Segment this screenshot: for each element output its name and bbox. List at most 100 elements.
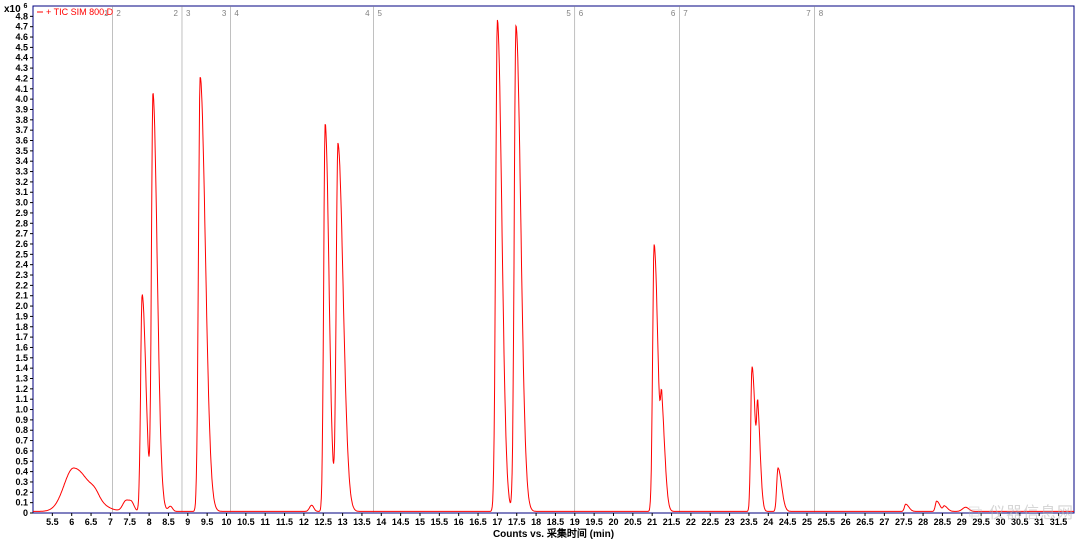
y-tick-label: 1.6 [15,342,28,352]
x-tick-label: 8.5 [162,517,175,527]
y-tick-label: 1.0 [15,405,28,415]
x-tick-label: 22.5 [701,517,719,527]
legend-label: + TIC SIM 800.D [46,7,114,17]
y-tick-label: 1.8 [15,322,28,332]
x-tick-label: 23 [725,517,735,527]
x-tick-label: 30 [995,517,1005,527]
plot-border [33,6,1074,513]
y-tick-label: 1.5 [15,353,28,363]
x-tick-label: 7.5 [123,517,136,527]
x-tick-label: 11 [260,517,270,527]
x-tick-label: 10 [221,517,231,527]
x-tick-label: 13.5 [353,517,371,527]
x-tick-label: 5.5 [46,517,59,527]
y-tick-label: 4.6 [15,32,28,42]
y-tick-label: 0.3 [15,477,28,487]
y-tick-label: 2.9 [15,208,28,218]
y-tick-label: 3.9 [15,104,28,114]
segment-label-left: 7 [806,9,811,18]
y-tick-label: 3.4 [15,156,28,166]
x-tick-label: 21.5 [663,517,681,527]
y-tick-label: 2.7 [15,229,28,239]
x-tick-label: 29.5 [972,517,990,527]
y-tick-label: 4.3 [15,63,28,73]
y-tick-label: 1.3 [15,373,28,383]
x-tick-label: 12 [299,517,309,527]
x-tick-label: 14 [376,517,386,527]
x-tick-label: 29 [957,517,967,527]
chromatogram-chart: 00.10.20.30.40.50.60.70.80.91.01.11.21.3… [0,0,1080,539]
x-tick-label: 25 [802,517,812,527]
y-tick-label: 1.9 [15,311,28,321]
y-tick-label: 0.9 [15,415,28,425]
y-tick-label: 4.4 [15,53,28,63]
y-tick-label: 2.0 [15,301,28,311]
y-tick-label: 2.6 [15,239,28,249]
y-tick-label: 2.1 [15,291,28,301]
y-tick-label: 3.1 [15,187,28,197]
x-tick-label: 30.5 [1011,517,1029,527]
x-tick-label: 31 [1034,517,1044,527]
y-tick-label: 0.1 [15,498,28,508]
y-tick-label: 2.8 [15,218,28,228]
x-tick-label: 18.5 [547,517,565,527]
segment-label-right: 2 [116,9,121,18]
segment-label-left: 3 [222,9,227,18]
y-tick-label: 4.1 [15,84,28,94]
x-tick-label: 28 [918,517,928,527]
y-tick-label: 0.2 [15,487,28,497]
y-tick-label: 4.5 [15,42,28,52]
segment-label-right: 7 [683,9,688,18]
y-tick-label: 0.8 [15,425,28,435]
x-tick-label: 15 [415,517,425,527]
x-tick-label: 14.5 [392,517,410,527]
x-tick-label: 20 [608,517,618,527]
y-tick-label: 3.3 [15,167,28,177]
y-tick-label: 1.2 [15,384,28,394]
x-tick-label: 9 [185,517,190,527]
x-tick-label: 12.5 [314,517,332,527]
x-tick-label: 26.5 [856,517,874,527]
y-tick-label: 4.7 [15,22,28,32]
x-tick-label: 8 [147,517,152,527]
x-tick-label: 11.5 [276,517,293,527]
y-tick-label: 2.4 [15,260,28,270]
x-tick-label: 24 [763,517,773,527]
x-tick-label: 18 [531,517,541,527]
y-tick-label: 0.4 [15,467,28,477]
y-tick-label: 2.5 [15,249,28,259]
x-tick-label: 17.5 [508,517,526,527]
segment-label-left: 6 [671,9,676,18]
x-tick-label: 26 [841,517,851,527]
x-tick-label: 22 [686,517,696,527]
x-tick-label: 13 [338,517,348,527]
y-tick-label: 3.2 [15,177,28,187]
x-tick-label: 10.5 [237,517,255,527]
y-tick-label: 3.5 [15,146,28,156]
y-tick-label: 2.2 [15,280,28,290]
segment-label-right: 8 [819,9,824,18]
x-tick-label: 17 [492,517,502,527]
y-tick-label: 1.4 [15,363,28,373]
x-tick-label: 19.5 [585,517,603,527]
segment-label-right: 6 [579,9,584,18]
segment-label-left: 2 [174,9,179,18]
x-tick-label: 21 [647,517,657,527]
y-tick-label: 0 [23,508,28,518]
x-tick-label: 20.5 [624,517,642,527]
y-tick-label: 3.0 [15,198,28,208]
x-tick-label: 23.5 [740,517,758,527]
y-tick-label: 0.6 [15,446,28,456]
segment-label-left: 5 [566,9,571,18]
x-tick-label: 6.5 [85,517,98,527]
segment-label-left: 4 [365,9,370,18]
x-tick-label: 16 [454,517,464,527]
y-tick-label: 2.3 [15,270,28,280]
y-tick-label: 4.0 [15,94,28,104]
y-tick-label: 1.1 [15,394,28,404]
x-tick-label: 15.5 [431,517,449,527]
x-tick-label: 28.5 [934,517,952,527]
x-tick-label: 6 [69,517,74,527]
x-tick-label: 9.5 [201,517,214,527]
x-tick-label: 27 [879,517,889,527]
